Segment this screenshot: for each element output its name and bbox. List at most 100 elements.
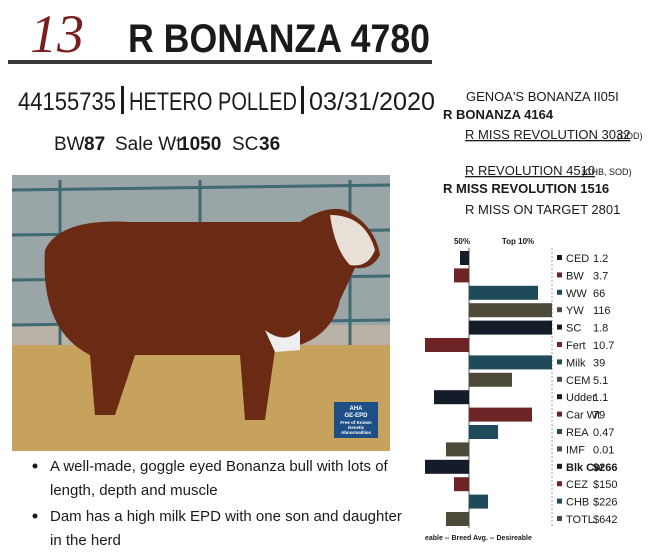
bullet bbox=[32, 513, 38, 519]
epd-trait: CHB bbox=[566, 497, 589, 509]
legend-swatch bbox=[557, 307, 562, 313]
note-line: in the herd bbox=[50, 532, 121, 549]
epd-value: $226 bbox=[593, 497, 617, 509]
lot-number: 13 bbox=[30, 4, 84, 64]
epd-bar bbox=[454, 268, 469, 283]
epd-bar bbox=[469, 320, 552, 335]
separator bbox=[121, 86, 124, 114]
logo-text: GE-EPD bbox=[344, 413, 368, 419]
legend-swatch bbox=[557, 516, 562, 521]
epd-trait: BW bbox=[566, 270, 584, 282]
epd-bar bbox=[469, 425, 498, 439]
epd-trait: CED bbox=[566, 253, 589, 265]
birth-date: 03/31/2020 bbox=[309, 88, 435, 116]
stat-label: SC bbox=[232, 134, 258, 155]
epd-value: 5.1 bbox=[593, 375, 608, 387]
animal-name: R BONANZA 4780 bbox=[128, 17, 430, 61]
epd-bar bbox=[434, 390, 469, 405]
epd-value: 0.01 bbox=[593, 444, 614, 456]
legend-swatch bbox=[557, 411, 562, 417]
stat-value: 1050 bbox=[179, 134, 221, 155]
registration: 44155735 bbox=[18, 88, 116, 116]
legend-swatch bbox=[557, 376, 562, 382]
epd-trait: TOTL bbox=[566, 514, 594, 526]
epd-bar bbox=[446, 442, 469, 457]
epd-header: Top 10% bbox=[502, 237, 534, 246]
polled-status: HETERO POLLED bbox=[129, 88, 297, 116]
legend-swatch bbox=[557, 446, 562, 452]
epd-value: 0.47 bbox=[593, 427, 614, 439]
legend-swatch bbox=[557, 394, 562, 400]
epd-value: 66 bbox=[593, 288, 605, 300]
epd-bar bbox=[469, 285, 538, 300]
epd-bar bbox=[469, 303, 552, 318]
epd-trait: Fert bbox=[566, 340, 586, 352]
epd-value: $266 bbox=[593, 462, 617, 474]
logo-text: Genetic bbox=[348, 425, 365, 430]
bullet bbox=[32, 463, 38, 469]
legend-swatch bbox=[557, 342, 562, 347]
epd-trait: Car Wt bbox=[566, 410, 600, 422]
epd-value: 116 bbox=[593, 305, 611, 317]
epd-value: 1.8 bbox=[593, 323, 608, 335]
photo: AHA GE-EPD Free of Known Genetic Abnorma… bbox=[11, 175, 391, 451]
legend-swatch bbox=[557, 289, 562, 295]
legend-swatch bbox=[557, 429, 562, 434]
logo-text: AHA bbox=[350, 406, 364, 412]
epd-trait: CEM bbox=[566, 375, 590, 387]
epd-bar bbox=[446, 512, 469, 526]
legend-swatch bbox=[557, 498, 562, 504]
epd-bar bbox=[460, 251, 469, 265]
epd-bar bbox=[469, 407, 532, 422]
note-line: A well-made, goggle eyed Bonanza bull wi… bbox=[50, 458, 389, 475]
stat-value: 36 bbox=[259, 134, 280, 155]
legend-swatch bbox=[557, 463, 562, 469]
pedigree-sire-dam: R MISS REVOLUTION 3032 bbox=[465, 127, 630, 142]
pedigree-sire-sire: GENOA'S BONANZA II05I bbox=[466, 89, 619, 104]
pedigree-dam-sire: R REVOLUTION 4510 bbox=[465, 163, 595, 178]
epd-bar bbox=[425, 459, 469, 474]
epd-value: 1.2 bbox=[593, 253, 608, 265]
pedigree-note: (DDD) bbox=[617, 131, 643, 141]
epd-bar bbox=[425, 338, 469, 352]
legend-swatch bbox=[557, 272, 562, 278]
logo-text: Abnormalities bbox=[341, 430, 372, 435]
pedigree-note: (CHB, SOD) bbox=[582, 167, 632, 177]
epd-trait: REA bbox=[566, 427, 589, 439]
epd-bar bbox=[469, 372, 512, 387]
stat-label: BW bbox=[54, 134, 85, 155]
note-line: length, depth and muscle bbox=[50, 482, 218, 499]
stat-label: Sale Wt bbox=[115, 134, 182, 155]
epd-trait: Udder bbox=[566, 392, 596, 404]
legend-swatch bbox=[557, 255, 562, 260]
legend-swatch bbox=[557, 481, 562, 487]
epd-bar bbox=[454, 477, 469, 492]
epd-value: $150 bbox=[593, 479, 617, 491]
note-line: Dam has a high milk EPD with one son and… bbox=[50, 508, 402, 525]
epd-trait: Milk bbox=[566, 357, 586, 369]
epd-trait: IMF bbox=[566, 444, 585, 456]
epd-header: 50% bbox=[454, 237, 470, 246]
stat-value: 87 bbox=[84, 134, 105, 155]
header-rule bbox=[8, 60, 432, 64]
epd-bar bbox=[469, 355, 552, 370]
epd-value: 79 bbox=[593, 410, 605, 422]
legend-swatch bbox=[557, 324, 562, 330]
pedigree-sire: R BONANZA 4164 bbox=[443, 107, 554, 122]
epd-trait: WW bbox=[566, 288, 587, 300]
logo-text: Free of Known bbox=[340, 420, 372, 425]
epd-value: $642 bbox=[593, 514, 617, 526]
epd-trait: CEZ bbox=[566, 479, 588, 491]
epd-value: 1.1 bbox=[593, 392, 608, 404]
epd-footer: eable -- Breed Avg. -- Desireable bbox=[425, 535, 532, 542]
pedigree-dam: R MISS REVOLUTION 1516 bbox=[443, 181, 609, 196]
pedigree-dam-dam: R MISS ON TARGET 2801 bbox=[465, 202, 620, 217]
epd-trait: YW bbox=[566, 305, 584, 317]
separator bbox=[301, 86, 304, 114]
epd-value: 3.7 bbox=[593, 270, 608, 282]
epd-bar bbox=[469, 494, 488, 509]
epd-trait: Blk Cw bbox=[566, 462, 603, 474]
epd-value: 39 bbox=[593, 357, 605, 369]
